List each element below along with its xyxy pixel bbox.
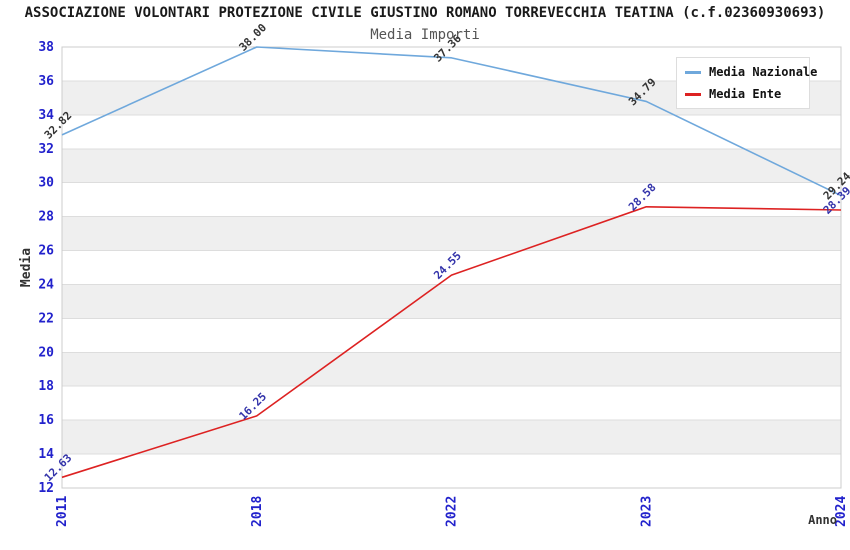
legend-label-media-ente: Media Ente <box>709 87 782 101</box>
legend-item-media-nazionale: Media Nazionale <box>685 64 817 80</box>
y-tick-label: 28 <box>38 210 54 225</box>
x-tick-label: 2018 <box>250 496 265 527</box>
y-tick-label: 26 <box>38 244 54 259</box>
chart-subtitle: Media Importi <box>370 27 480 43</box>
grid-band <box>62 454 841 488</box>
y-tick-label: 18 <box>38 379 54 394</box>
y-tick-label: 36 <box>38 74 54 89</box>
grid-band <box>62 284 841 319</box>
series-line-media-ente <box>61 205 842 479</box>
y-tick-label: 14 <box>38 447 54 462</box>
legend-item-media-ente: Media Ente <box>685 86 801 102</box>
grid-band <box>62 148 841 183</box>
x-axis-title: Anno <box>808 513 837 527</box>
y-tick-label: 22 <box>38 311 54 326</box>
y-tick-label: 24 <box>38 277 54 292</box>
series-line-media-nazionale <box>61 46 842 197</box>
legend: Media Nazionale Media Ente <box>676 57 817 109</box>
y-tick-label: 12 <box>38 481 54 496</box>
grid-band <box>62 114 841 149</box>
x-tick-label: 2022 <box>445 496 460 527</box>
chart-title: ASSOCIAZIONE VOLONTARI PROTEZIONE CIVILE… <box>24 5 826 21</box>
legend-label-media-nazionale: Media Nazionale <box>709 65 818 79</box>
x-tick-label: 2024 <box>834 496 849 527</box>
plot-border <box>61 46 842 489</box>
x-tick-label: 2011 <box>55 496 70 527</box>
grid-band <box>62 318 841 353</box>
grid-band <box>62 250 841 285</box>
y-tick-label: 30 <box>38 176 54 191</box>
y-tick-label: 34 <box>38 108 54 123</box>
grid-band <box>62 352 841 387</box>
grid-band <box>62 182 841 217</box>
y-tick-label: 16 <box>38 413 54 428</box>
grid-band <box>62 420 841 455</box>
y-axis-title: Media <box>19 248 34 287</box>
grid-band <box>62 216 841 251</box>
legend-swatch-blue-line-icon <box>685 70 701 74</box>
grid-band <box>62 386 841 421</box>
y-tick-label: 38 <box>38 40 54 55</box>
y-tick-label: 32 <box>38 142 54 157</box>
y-tick-label: 20 <box>38 345 54 360</box>
legend-swatch-red-line-icon <box>685 92 701 96</box>
x-tick-label: 2023 <box>639 496 654 527</box>
